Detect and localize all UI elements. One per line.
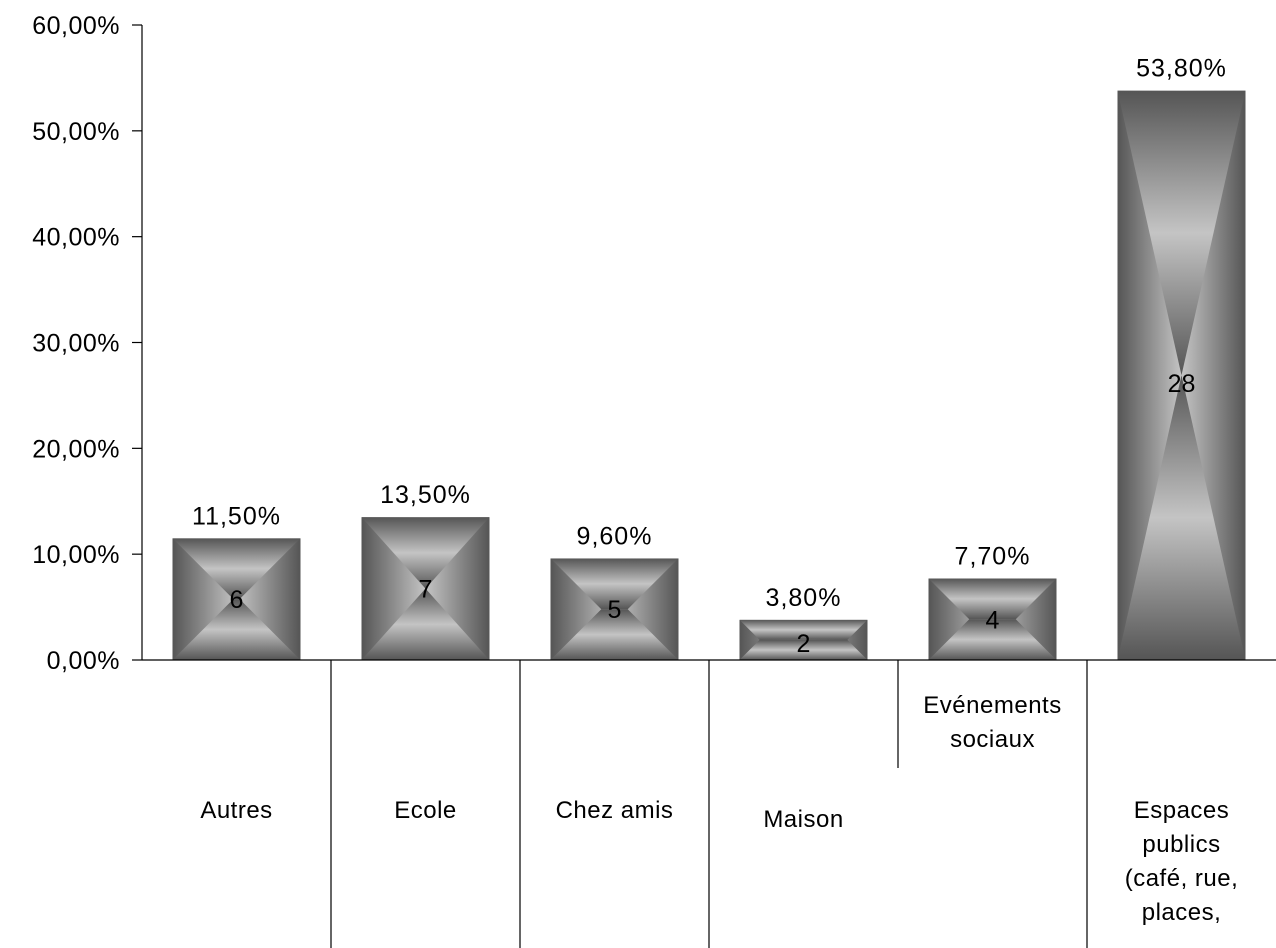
category-label: Espaces xyxy=(1134,797,1230,824)
bar-group: 53,80% 28 xyxy=(1117,55,1246,660)
bar-percent-label: 7,70% xyxy=(955,543,1031,571)
bar-group: 13,50% 7 xyxy=(361,481,490,660)
bar-group: 11,50% 6 xyxy=(172,502,301,660)
category-label: Chez amis xyxy=(556,797,674,824)
bar xyxy=(550,558,679,660)
bar xyxy=(172,538,301,660)
y-tick-label: 40,00% xyxy=(32,224,120,252)
bar-group: 3,80% 2 xyxy=(739,584,868,660)
bar-group: 7,70% 4 xyxy=(928,543,1057,660)
bar-shade-top xyxy=(739,619,868,640)
bar-shade-top xyxy=(550,558,679,610)
y-tick-label: 10,00% xyxy=(32,541,120,569)
bar-shade-bottom xyxy=(550,609,679,660)
bar xyxy=(928,578,1057,660)
bar-shade-top xyxy=(361,517,490,589)
bar-percent-label: 9,60% xyxy=(577,522,653,550)
bar-shade-bottom xyxy=(739,639,868,660)
bar-percent-label: 13,50% xyxy=(380,481,471,509)
y-tick-label: 20,00% xyxy=(32,435,120,463)
bar-shade-bottom xyxy=(361,588,490,660)
x-axis: Autres Ecole Chez amis Maison Evénements soci… xyxy=(142,659,1276,948)
bar-percent-label: 53,80% xyxy=(1136,55,1227,83)
bar-count-label: 6 xyxy=(230,586,244,614)
category-label: Maison xyxy=(763,806,843,833)
bar-shade-top xyxy=(928,578,1057,620)
bar-shade-bottom xyxy=(1117,375,1246,660)
bar-count-label: 28 xyxy=(1168,370,1196,398)
y-tick-label: 0,00% xyxy=(47,647,120,675)
bar-count-label: 7 xyxy=(419,576,433,604)
bar-shade-bottom xyxy=(172,599,301,660)
bar xyxy=(1117,90,1246,660)
category-label: (café, rue, xyxy=(1125,865,1239,892)
bar-shade-top xyxy=(1117,90,1246,376)
bar-shade-bottom xyxy=(928,619,1057,660)
bar-count-label: 5 xyxy=(608,596,622,624)
bars: 11,50%613,50%79,60%5 3,80%27,70%453,80%28 xyxy=(172,55,1246,660)
bar-shade-top xyxy=(172,538,301,600)
y-axis: 0,00% 10,00% 20,00% 30,00% 40,00% 50,00% 60,00… xyxy=(32,12,143,675)
bar-count-label: 4 xyxy=(986,606,1000,634)
category-label: places, xyxy=(1142,899,1222,926)
category-label: sociaux xyxy=(950,726,1035,753)
category-label: publics xyxy=(1142,831,1220,858)
bar-percent-label: 3,80% xyxy=(766,584,842,612)
bar-group: 9,60% 5 xyxy=(550,522,679,660)
bar xyxy=(361,517,490,660)
bar xyxy=(739,619,868,660)
category-label: Evénements xyxy=(923,692,1061,719)
y-tick-label: 30,00% xyxy=(32,330,120,358)
y-tick-label: 60,00% xyxy=(32,12,120,40)
category-label: Autres xyxy=(200,797,272,824)
category-label: Ecole xyxy=(394,797,457,824)
bar-percent-label: 11,50% xyxy=(192,502,281,530)
bar-count-label: 2 xyxy=(797,630,811,658)
y-tick-label: 50,00% xyxy=(32,118,120,146)
